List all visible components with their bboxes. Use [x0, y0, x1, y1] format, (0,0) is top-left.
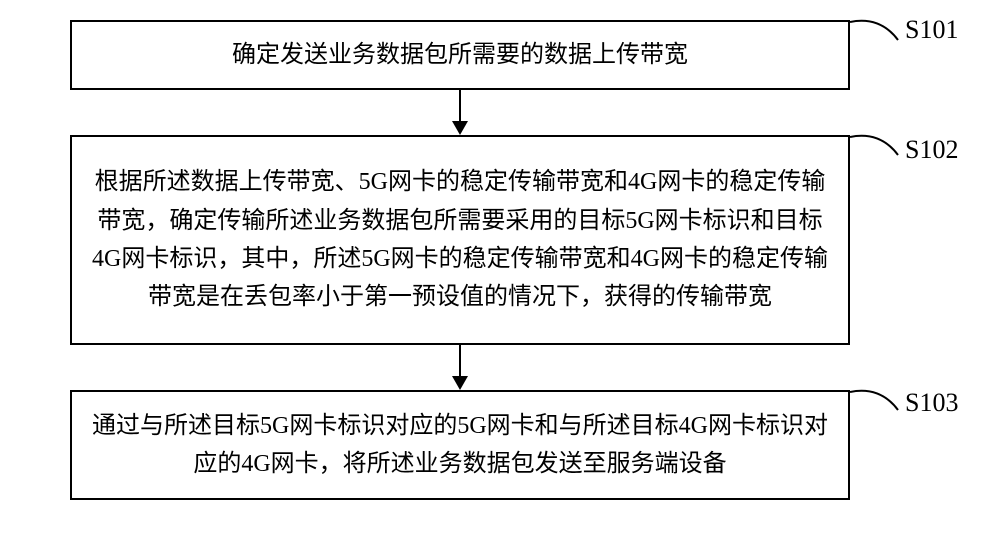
step-1-text: 确定发送业务数据包所需要的数据上传带宽 — [232, 36, 688, 74]
step-2-text: 根据所述数据上传带宽、5G网卡的稳定传输带宽和4G网卡的稳定传输带宽，确定传输所… — [92, 163, 828, 317]
flowchart-step-2: 根据所述数据上传带宽、5G网卡的稳定传输带宽和4G网卡的稳定传输带宽，确定传输所… — [70, 135, 850, 345]
arrow-2-line — [459, 345, 461, 376]
arrow-2-head — [452, 376, 468, 390]
step-3-text: 通过与所述目标5G网卡标识对应的5G网卡和与所述目标4G网卡标识对应的4G网卡，… — [92, 407, 828, 484]
step-label-2: S102 — [905, 135, 958, 165]
arrow-1-line — [459, 90, 461, 121]
flowchart-step-3: 通过与所述目标5G网卡标识对应的5G网卡和与所述目标4G网卡标识对应的4G网卡，… — [70, 390, 850, 500]
arrow-1-head — [452, 121, 468, 135]
label-curve-2 — [850, 133, 905, 158]
flowchart-container: 确定发送业务数据包所需要的数据上传带宽 S101 根据所述数据上传带宽、5G网卡… — [0, 0, 1000, 534]
step-label-1: S101 — [905, 15, 958, 45]
label-curve-3 — [850, 388, 905, 413]
step-label-3: S103 — [905, 388, 958, 418]
label-curve-1 — [850, 18, 905, 43]
flowchart-step-1: 确定发送业务数据包所需要的数据上传带宽 — [70, 20, 850, 90]
